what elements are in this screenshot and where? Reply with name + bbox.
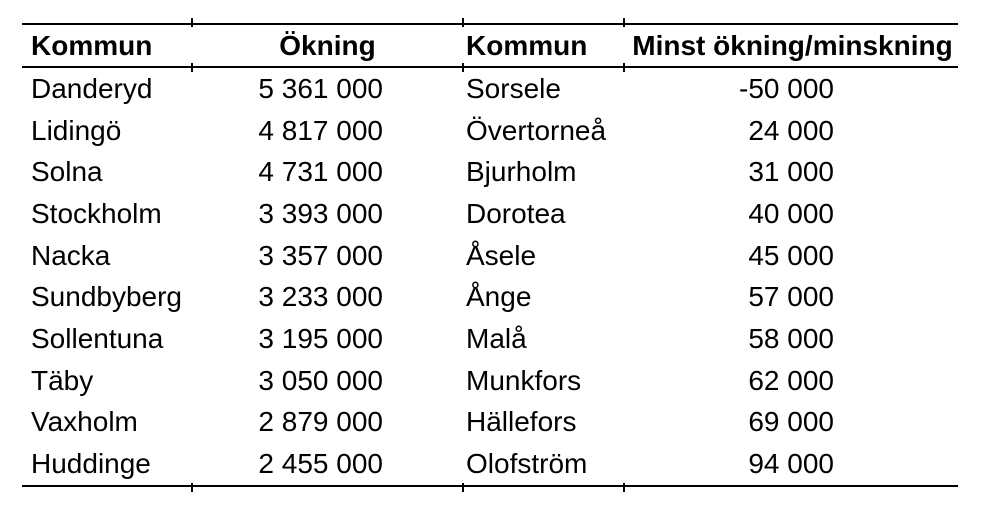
table-row: Solna 4 731 000 Bjurholm 31 000 xyxy=(22,151,958,193)
cell-kommun-right: Bjurholm xyxy=(466,156,577,188)
column-divider-tick xyxy=(191,18,193,27)
cell-okning: 4 731 000 xyxy=(258,156,383,188)
column-divider-tick xyxy=(623,18,625,27)
column-divider-tick xyxy=(462,482,464,492)
cell-okning: 4 817 000 xyxy=(258,114,383,146)
header-kommun-right: Kommun xyxy=(466,29,588,61)
cell-minst-okning-minskning: 24 000 xyxy=(748,114,834,146)
table-body: Danderyd 5 361 000 Sorsele -50 000 Lidingö 4 … xyxy=(22,68,958,485)
cell-kommun-left: Täby xyxy=(31,364,94,396)
cell-kommun-left: Stockholm xyxy=(31,197,162,229)
cell-kommun-left: Solna xyxy=(31,156,103,188)
cell-okning: 2 879 000 xyxy=(258,406,383,438)
kommun-table: Kommun Ökning Kommun Minst ökning/minskn… xyxy=(22,18,958,492)
table-row: Lidingö 4 817 000 Övertorneå 24 000 xyxy=(22,110,958,152)
cell-minst-okning-minskning: 58 000 xyxy=(748,322,834,354)
table-row: Täby 3 050 000 Munkfors 62 000 xyxy=(22,360,958,402)
cell-okning: 3 195 000 xyxy=(258,322,383,354)
cell-okning: 3 393 000 xyxy=(258,197,383,229)
cell-kommun-left: Sollentuna xyxy=(31,322,164,354)
table-row: Sollentuna 3 195 000 Malå 58 000 xyxy=(22,318,958,360)
column-divider-tick xyxy=(191,63,193,72)
header-kommun-left: Kommun xyxy=(31,29,153,61)
cell-minst-okning-minskning: 94 000 xyxy=(748,448,834,480)
cell-okning: 3 050 000 xyxy=(258,364,383,396)
cell-okning: 3 357 000 xyxy=(258,239,383,271)
cell-okning: 3 233 000 xyxy=(258,281,383,313)
cell-kommun-right: Sorsele xyxy=(466,72,561,104)
cell-kommun-left: Huddinge xyxy=(31,448,151,480)
table-row: Vaxholm 2 879 000 Hällefors 69 000 xyxy=(22,402,958,444)
cell-kommun-left: Vaxholm xyxy=(31,406,138,438)
cell-minst-okning-minskning: -50 000 xyxy=(739,72,834,104)
cell-kommun-right: Hällefors xyxy=(466,406,577,438)
cell-kommun-right: Övertorneå xyxy=(466,114,607,146)
cell-minst-okning-minskning: 69 000 xyxy=(748,406,834,438)
cell-kommun-left: Nacka xyxy=(31,239,111,271)
column-divider-tick xyxy=(462,63,464,72)
table-row: Huddinge 2 455 000 Olofström 94 000 xyxy=(22,443,958,485)
cell-minst-okning-minskning: 57 000 xyxy=(748,281,834,313)
cell-minst-okning-minskning: 45 000 xyxy=(748,239,834,271)
cell-kommun-right: Dorotea xyxy=(466,197,566,229)
cell-okning: 5 361 000 xyxy=(258,72,383,104)
column-divider-tick xyxy=(191,482,193,492)
table-row: Sundbyberg 3 233 000 Ånge 57 000 xyxy=(22,276,958,318)
header-okning: Ökning xyxy=(279,29,376,61)
cell-okning: 2 455 000 xyxy=(258,448,383,480)
header-minst-okning-minskning: Minst ökning/minskning xyxy=(632,29,953,61)
table-row: Danderyd 5 361 000 Sorsele -50 000 xyxy=(22,68,958,110)
cell-minst-okning-minskning: 62 000 xyxy=(748,364,834,396)
cell-minst-okning-minskning: 31 000 xyxy=(748,156,834,188)
cell-kommun-left: Lidingö xyxy=(31,114,122,146)
column-divider-tick xyxy=(623,63,625,72)
cell-kommun-left: Danderyd xyxy=(31,72,153,104)
column-divider-tick xyxy=(462,18,464,27)
table-header-row: Kommun Ökning Kommun Minst ökning/minskn… xyxy=(22,25,958,68)
column-divider-tick xyxy=(623,482,625,492)
table-row: Stockholm 3 393 000 Dorotea 40 000 xyxy=(22,193,958,235)
cell-kommun-right: Munkfors xyxy=(466,364,582,396)
cell-kommun-right: Åsele xyxy=(466,239,537,271)
cell-kommun-right: Ånge xyxy=(466,281,532,313)
cell-minst-okning-minskning: 40 000 xyxy=(748,197,834,229)
cell-kommun-right: Olofström xyxy=(466,448,588,480)
cell-kommun-right: Malå xyxy=(466,322,527,354)
table-row: Nacka 3 357 000 Åsele 45 000 xyxy=(22,235,958,277)
cell-kommun-left: Sundbyberg xyxy=(31,281,183,313)
